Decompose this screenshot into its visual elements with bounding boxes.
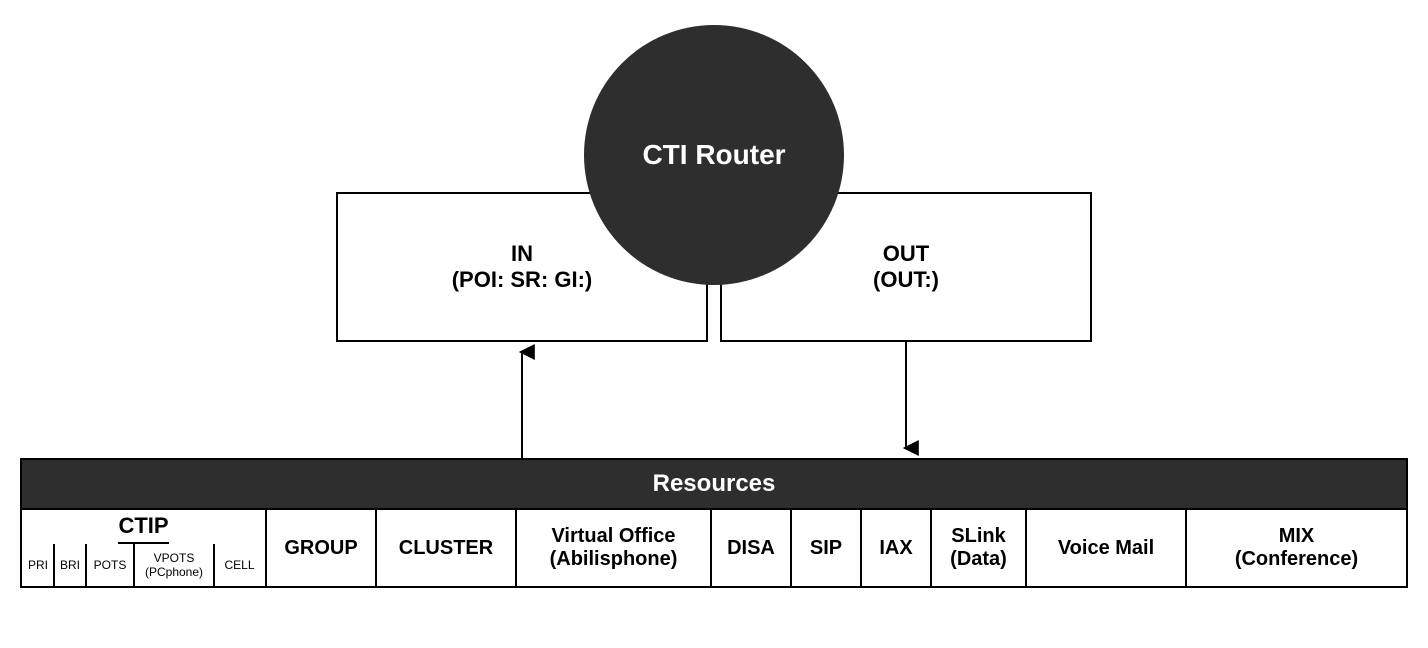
ctip-sub-label: POTS: [94, 558, 127, 572]
resource-cell-label: Voice Mail: [1058, 537, 1154, 560]
resource-cell-ctip: CTIP PRI BRI POTS VPOTS(PCphone) CELL: [22, 510, 267, 586]
resource-cell: DISA: [712, 510, 792, 586]
resource-cell: Virtual Office(Abilisphone): [517, 510, 712, 586]
resource-cell-line1: MIX: [1279, 525, 1315, 548]
resource-cell: SIP: [792, 510, 862, 586]
ctip-sub-label: BRI: [60, 558, 80, 572]
ctip-sub-row: PRI BRI POTS VPOTS(PCphone) CELL: [23, 544, 264, 586]
resource-cell-label: DISA: [727, 537, 775, 560]
resource-cell: GROUP: [267, 510, 377, 586]
resource-cell-line2: (Conference): [1235, 548, 1358, 571]
diagram-canvas: CTI Router IN (POI: SR: GI:) OUT (OUT:) …: [0, 0, 1428, 648]
ctip-sub-cell: CELL: [215, 544, 264, 586]
ctip-sub-label-line1: VPOTS: [154, 551, 195, 565]
resource-cell: SLink(Data): [932, 510, 1027, 586]
ctip-sub-cell: POTS: [87, 544, 135, 586]
resource-cell-label: IAX: [879, 537, 912, 560]
ctip-sub-label: PRI: [28, 558, 48, 572]
resource-cell-line1: Virtual Office: [551, 525, 675, 548]
ctip-sub-cell: PRI: [23, 544, 55, 586]
resources-header: Resources: [20, 458, 1408, 510]
resource-cell-label: CLUSTER: [399, 537, 493, 560]
resources-row: CTIP PRI BRI POTS VPOTS(PCphone) CELL GROUP CLU…: [20, 510, 1408, 588]
resource-cell-line2: (Abilisphone): [550, 548, 678, 571]
ctip-header: CTIP: [118, 510, 168, 544]
ctip-sub-cell: VPOTS(PCphone): [135, 544, 215, 586]
resource-cell-label: SIP: [810, 537, 842, 560]
out-box-subtitle: (OUT:): [873, 267, 939, 293]
resource-cell: MIX(Conference): [1187, 510, 1406, 586]
resource-cell-label: GROUP: [284, 537, 357, 560]
resource-cell-line1: SLink: [951, 525, 1005, 548]
cti-router-label: CTI Router: [642, 139, 785, 171]
resource-cell: Voice Mail: [1027, 510, 1187, 586]
in-box-title: IN: [511, 241, 533, 267]
ctip-sub-label-line2: (PCphone): [145, 565, 203, 579]
in-box-subtitle: (POI: SR: GI:): [452, 267, 593, 293]
ctip-sub-cell: BRI: [55, 544, 87, 586]
ctip-sub-label: CELL: [224, 558, 254, 572]
resource-cell-line2: (Data): [950, 548, 1007, 571]
cti-router-node: CTI Router: [584, 25, 844, 285]
resources-header-label: Resources: [653, 470, 776, 498]
ctip-header-label: CTIP: [118, 513, 168, 539]
resource-cell: CLUSTER: [377, 510, 517, 586]
out-box-title: OUT: [883, 241, 929, 267]
resource-cell: IAX: [862, 510, 932, 586]
